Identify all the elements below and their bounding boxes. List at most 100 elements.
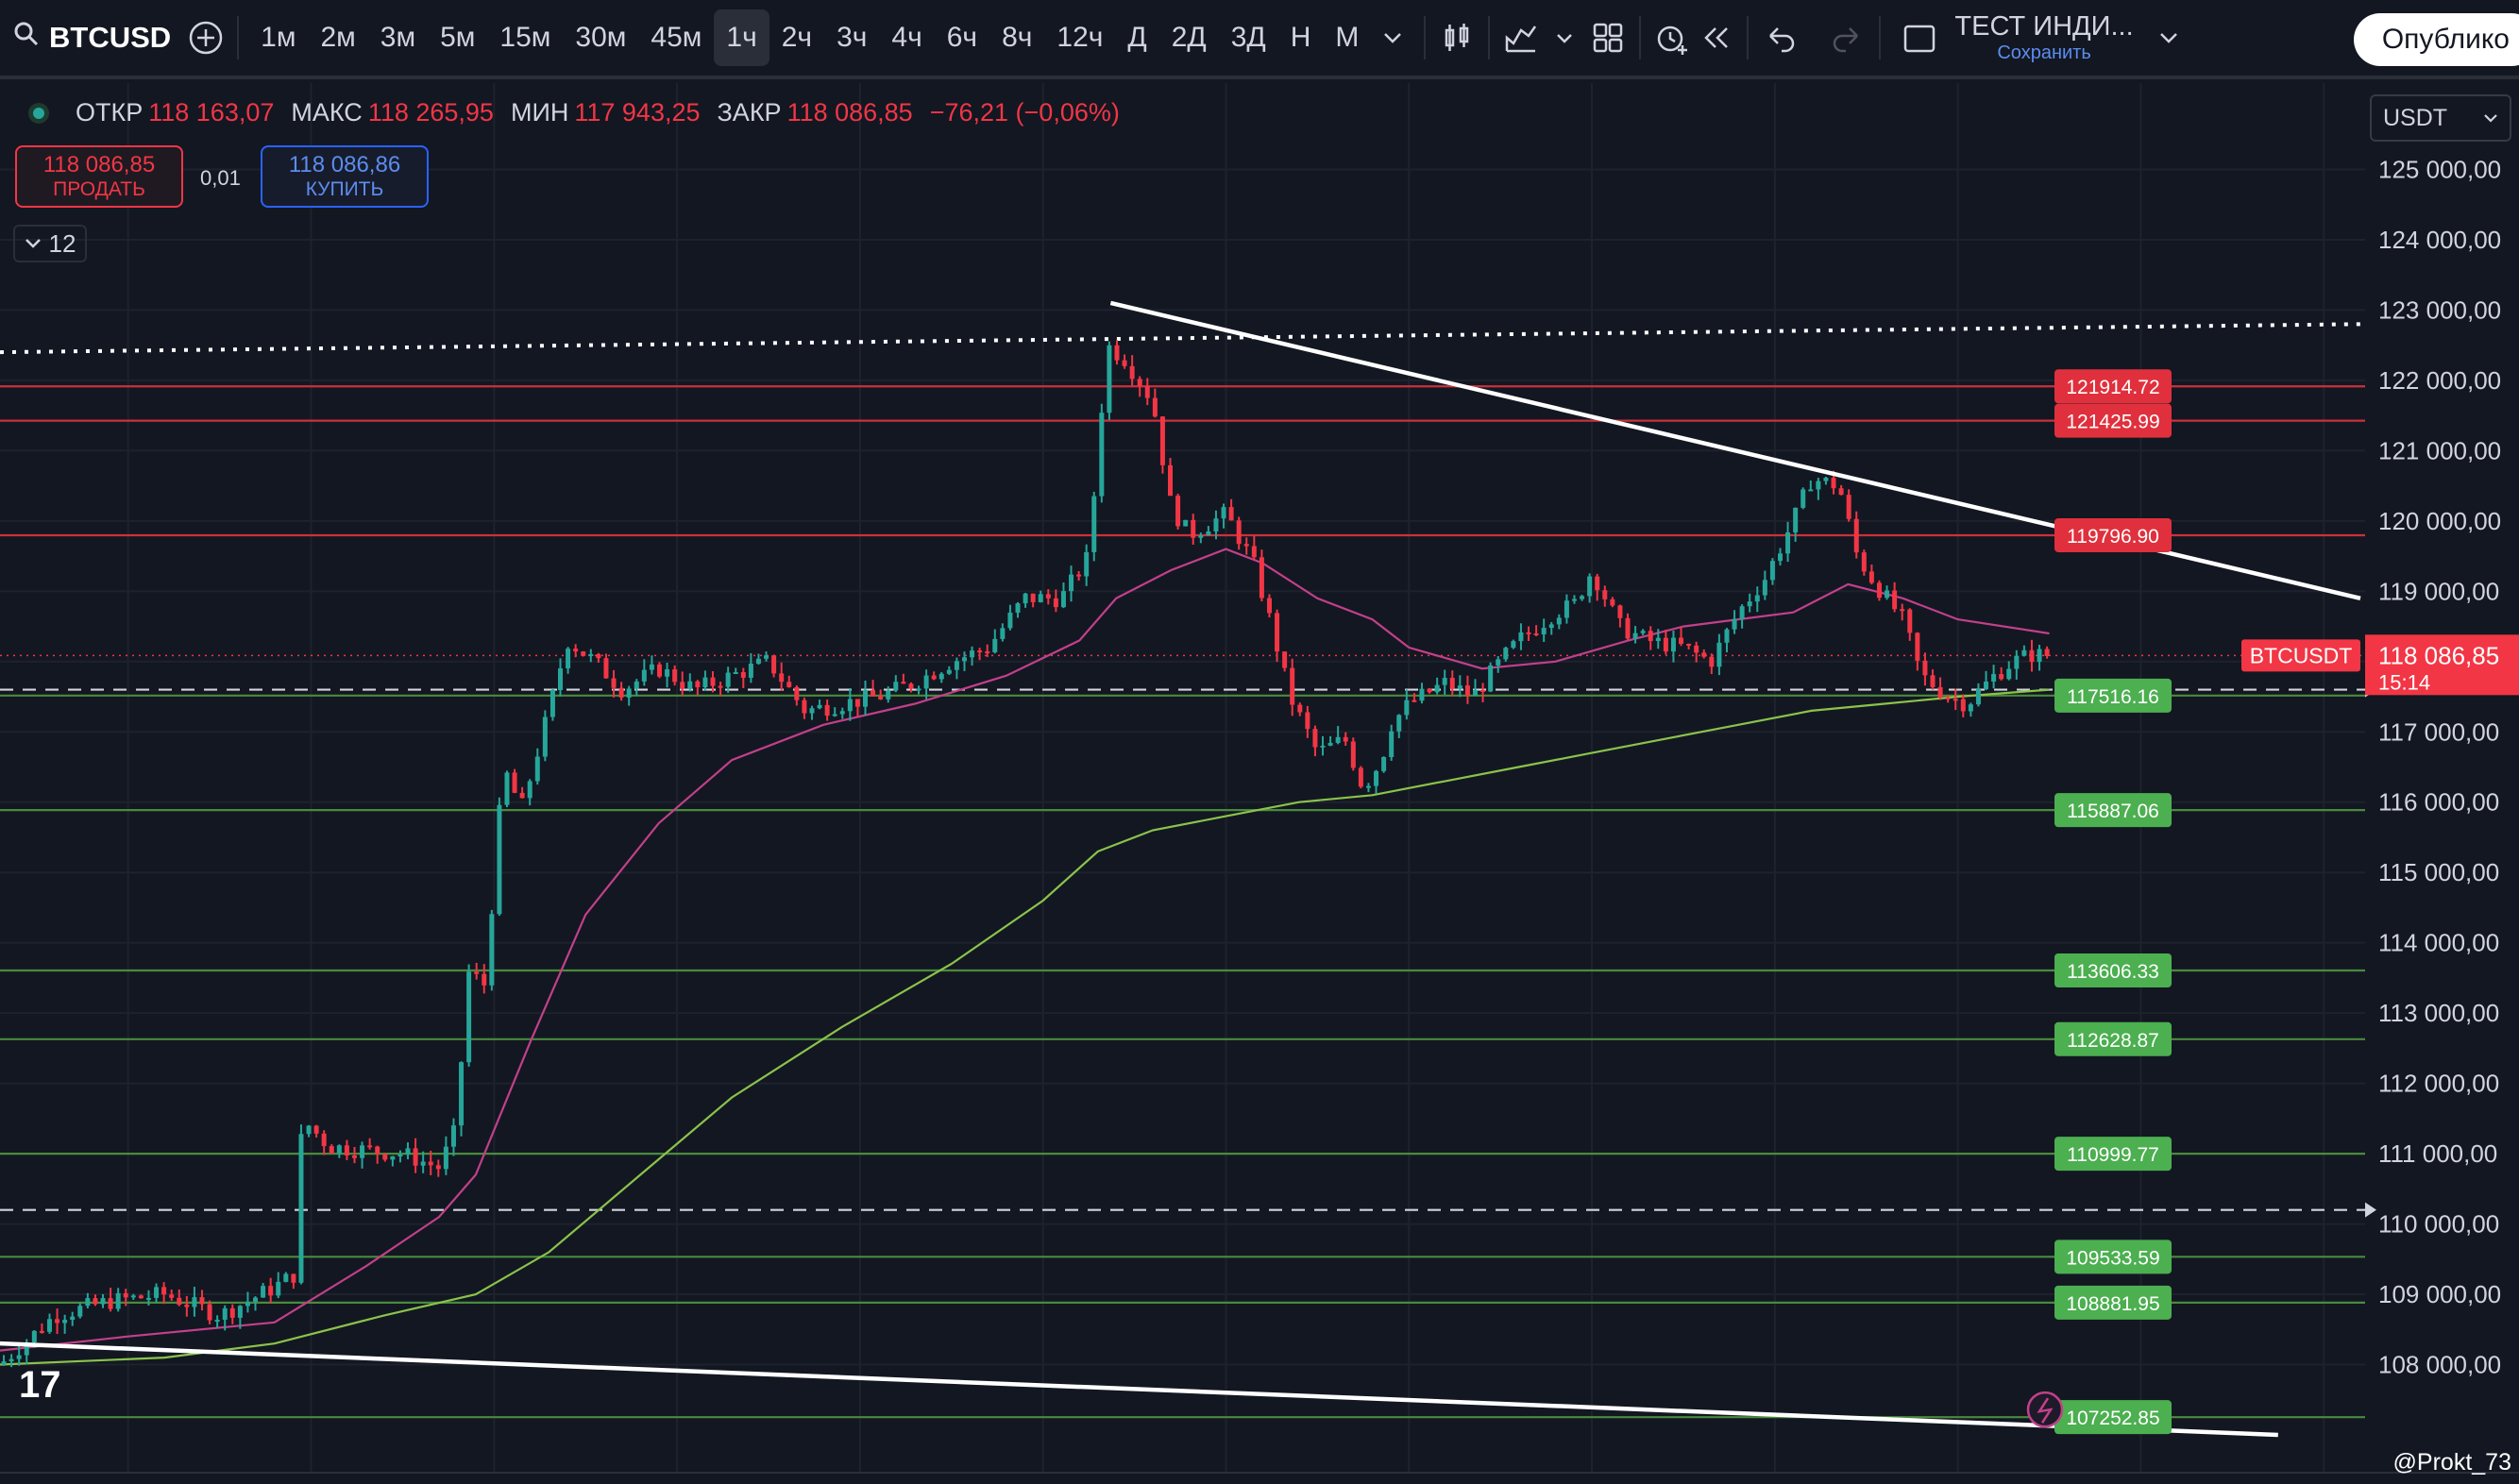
- candle: [665, 669, 670, 677]
- candle: [55, 1319, 60, 1324]
- candle: [718, 685, 723, 688]
- publish-button[interactable]: Опублико: [2353, 13, 2519, 66]
- candle: [1434, 684, 1440, 693]
- alert-clock-icon[interactable]: [1650, 16, 1694, 59]
- timeframe-button[interactable]: М: [1335, 22, 1360, 53]
- buy-button[interactable]: 118 086,86 КУПИТЬ: [261, 145, 429, 208]
- candle: [1868, 571, 1874, 583]
- candle: [581, 651, 586, 656]
- candle: [2006, 668, 2012, 680]
- level-label-box: [2054, 1021, 2172, 1056]
- level-label: 121425.99: [2066, 412, 2159, 433]
- candle: [1053, 598, 1058, 608]
- chevron-down-icon[interactable]: [2147, 16, 2190, 59]
- candle: [1419, 688, 1425, 701]
- candle: [1960, 699, 1966, 712]
- plot-background: [0, 83, 2365, 1484]
- chevron-down-icon[interactable]: [1543, 16, 1586, 59]
- level-label-box: [2054, 1400, 2172, 1435]
- sell-button[interactable]: 118 086,85 ПРОДАТЬ: [15, 145, 183, 208]
- candle: [1610, 599, 1615, 606]
- redo-icon[interactable]: [1826, 16, 1869, 59]
- timeframe-button[interactable]: 15м: [499, 22, 551, 53]
- chevron-down-icon[interactable]: [1371, 16, 1414, 59]
- level-label-box: [2054, 403, 2172, 438]
- candle: [1175, 496, 1181, 527]
- timeframe-button[interactable]: 3м: [380, 22, 416, 53]
- candle: [413, 1148, 418, 1166]
- undo-icon[interactable]: [1758, 16, 1801, 59]
- candle: [725, 672, 731, 687]
- timeframe-button[interactable]: 2ч: [781, 22, 813, 53]
- candle: [497, 804, 502, 915]
- timeframe-button[interactable]: 6ч: [946, 22, 978, 53]
- timeframe-button[interactable]: 3Д: [1230, 22, 1266, 53]
- indicators-icon[interactable]: [1499, 16, 1543, 59]
- candles-icon[interactable]: [1435, 16, 1479, 59]
- symbol-search[interactable]: BTCUSD: [0, 21, 184, 55]
- author-credit: @Prokt_73: [2392, 1449, 2511, 1476]
- candle: [291, 1273, 296, 1283]
- candle: [1144, 386, 1150, 398]
- save-link[interactable]: Сохранить: [1997, 42, 2091, 63]
- candle: [1831, 478, 1836, 489]
- layout-name[interactable]: ТЕСТ ИНДИ... Сохранить: [1941, 11, 2146, 63]
- add-symbol-icon[interactable]: [184, 16, 228, 59]
- price-tick-label: 125 000,00: [2378, 155, 2501, 183]
- candle: [656, 664, 662, 677]
- separator: [1747, 16, 1750, 59]
- timeframe-button[interactable]: Д: [1127, 22, 1147, 53]
- timeframe-button[interactable]: 4ч: [891, 22, 922, 53]
- replay-icon[interactable]: [1694, 16, 1737, 59]
- timeframe-button[interactable]: 2м: [320, 22, 356, 53]
- candle: [626, 688, 632, 698]
- candle: [740, 671, 746, 678]
- timeframe-button[interactable]: Н: [1290, 22, 1311, 53]
- currency-select[interactable]: USDT: [2370, 94, 2511, 142]
- candle: [1412, 700, 1417, 702]
- timeframe-button[interactable]: 2Д: [1171, 22, 1207, 53]
- price-tick-label: 109 000,00: [2378, 1280, 2501, 1308]
- candle: [245, 1301, 250, 1307]
- timeframe-button[interactable]: 12ч: [1057, 22, 1104, 53]
- candle: [1496, 659, 1501, 666]
- layout-grid-icon[interactable]: [1586, 16, 1630, 59]
- candle: [1984, 682, 1989, 690]
- candle: [375, 1146, 380, 1155]
- candle: [1320, 745, 1326, 748]
- timeframe-button[interactable]: 1ч: [714, 9, 769, 66]
- candle: [466, 971, 472, 1063]
- currency-value: USDT: [2383, 104, 2448, 131]
- candle: [390, 1155, 396, 1160]
- timeframe-button[interactable]: 3ч: [837, 22, 868, 53]
- timeframe-button[interactable]: 5м: [440, 22, 476, 53]
- candle: [1129, 365, 1135, 379]
- candle: [1922, 660, 1928, 676]
- candle: [573, 649, 579, 652]
- candle: [504, 772, 510, 805]
- timeframe-button[interactable]: 8ч: [1002, 22, 1033, 53]
- candle: [764, 655, 769, 659]
- level-label: 107252.85: [2066, 1408, 2159, 1429]
- quantity-selector[interactable]: 12: [13, 225, 87, 262]
- timeframe-button[interactable]: 30м: [575, 22, 627, 53]
- candle: [1457, 685, 1462, 689]
- candle: [1800, 489, 1806, 508]
- candle: [985, 650, 990, 653]
- level-label: 115887.06: [2067, 801, 2159, 822]
- price-chart[interactable]: 121914.72 121425.99 119796.90 117516.16 1158…: [0, 83, 2519, 1484]
- candle: [1076, 574, 1082, 577]
- candle: [123, 1292, 128, 1298]
- fullscreen-icon[interactable]: [1898, 16, 1941, 59]
- candle: [1282, 651, 1288, 668]
- candle: [618, 687, 624, 698]
- timeframe-button[interactable]: 45м: [651, 22, 702, 53]
- timeframe-button[interactable]: 1м: [261, 22, 296, 53]
- candle: [1259, 557, 1264, 599]
- level-label: 110999.77: [2067, 1144, 2159, 1166]
- candle: [1808, 489, 1814, 492]
- candle: [519, 792, 525, 799]
- candle: [46, 1319, 52, 1332]
- candle: [145, 1297, 151, 1300]
- high-value: 118 265,95: [367, 98, 494, 126]
